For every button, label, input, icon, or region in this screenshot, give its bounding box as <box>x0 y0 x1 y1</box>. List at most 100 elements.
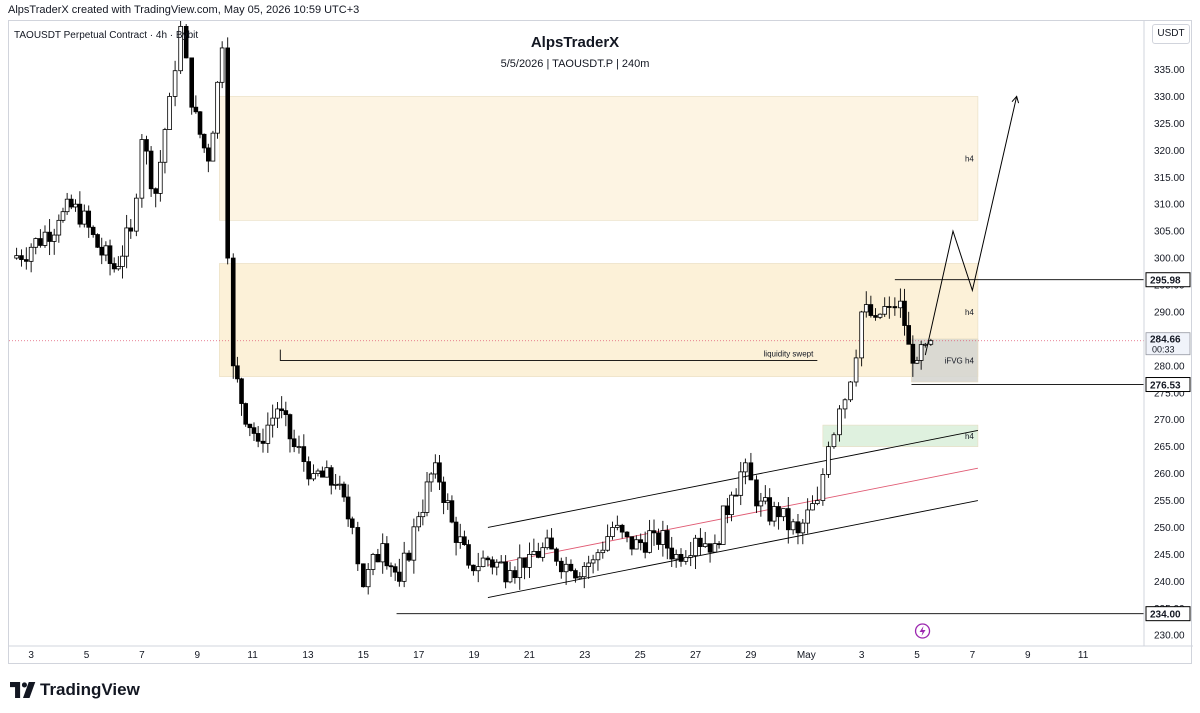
candle[interactable] <box>610 527 615 538</box>
candle[interactable] <box>558 560 564 573</box>
candle[interactable] <box>201 133 207 149</box>
candle[interactable] <box>918 344 924 361</box>
candle[interactable] <box>702 543 708 547</box>
candle[interactable] <box>605 536 610 551</box>
candle[interactable] <box>673 554 679 560</box>
candle[interactable] <box>183 25 189 59</box>
candle[interactable] <box>144 139 149 152</box>
candle[interactable] <box>629 536 635 550</box>
candle[interactable] <box>60 211 66 221</box>
candle[interactable] <box>507 570 513 583</box>
candle[interactable] <box>743 462 748 473</box>
candle[interactable] <box>748 462 754 481</box>
candle[interactable] <box>401 552 407 582</box>
candle[interactable] <box>725 505 730 516</box>
candle[interactable] <box>416 516 422 528</box>
candle[interactable] <box>647 530 652 553</box>
candle[interactable] <box>120 255 125 267</box>
candle[interactable] <box>767 497 773 522</box>
candle[interactable] <box>615 524 620 528</box>
candle[interactable] <box>215 81 220 134</box>
candle[interactable] <box>498 561 504 564</box>
candle[interactable] <box>868 304 874 316</box>
candle[interactable] <box>103 245 109 256</box>
candle[interactable] <box>517 557 523 579</box>
candle[interactable] <box>99 246 105 256</box>
candle[interactable] <box>384 543 390 567</box>
candle[interactable] <box>873 315 878 318</box>
candle[interactable] <box>235 365 240 380</box>
candle[interactable] <box>669 547 675 560</box>
candle[interactable] <box>124 227 129 257</box>
candle[interactable] <box>243 403 248 425</box>
candle[interactable] <box>445 500 451 503</box>
candle[interactable] <box>260 440 266 444</box>
candle[interactable] <box>462 536 467 546</box>
candle[interactable] <box>781 508 786 518</box>
candle[interactable] <box>527 554 532 568</box>
currency-button[interactable]: USDT <box>1152 24 1190 44</box>
candle[interactable] <box>349 518 355 528</box>
candle[interactable] <box>810 503 815 511</box>
candle[interactable] <box>877 313 883 318</box>
footer-brand[interactable]: TradingView <box>10 678 140 702</box>
candle[interactable] <box>341 483 347 498</box>
candle[interactable] <box>375 553 381 563</box>
candle[interactable] <box>638 539 644 544</box>
candle[interactable] <box>107 245 113 264</box>
candle[interactable] <box>153 188 159 194</box>
candle[interactable] <box>306 461 311 480</box>
candle[interactable] <box>193 106 199 113</box>
candle[interactable] <box>172 70 178 97</box>
candle[interactable] <box>624 531 630 538</box>
candle[interactable] <box>64 198 70 213</box>
candle[interactable] <box>853 357 859 383</box>
candle[interactable] <box>361 563 366 588</box>
candle[interactable] <box>683 556 689 562</box>
candle[interactable] <box>86 210 92 228</box>
candle[interactable] <box>531 551 537 555</box>
candle[interactable] <box>33 238 39 248</box>
candle[interactable] <box>512 570 518 579</box>
candle[interactable] <box>902 300 907 326</box>
candle[interactable] <box>311 473 316 480</box>
candle[interactable] <box>651 530 657 534</box>
candle[interactable] <box>831 434 837 448</box>
candle[interactable] <box>678 554 684 562</box>
candle[interactable] <box>428 473 434 483</box>
candle[interactable] <box>906 325 911 345</box>
candle[interactable] <box>805 509 810 524</box>
candle[interactable] <box>762 497 768 502</box>
candle[interactable] <box>586 562 591 567</box>
candle[interactable] <box>56 219 62 236</box>
candle[interactable] <box>837 408 842 436</box>
candle[interactable] <box>522 557 527 568</box>
candle[interactable] <box>535 551 541 558</box>
candle[interactable] <box>494 561 500 568</box>
candle[interactable] <box>600 549 606 554</box>
candle[interactable] <box>712 543 718 553</box>
candle[interactable] <box>633 539 639 550</box>
candle[interactable] <box>279 408 284 412</box>
candle[interactable] <box>863 304 869 313</box>
zone-box[interactable] <box>219 96 979 221</box>
candle[interactable] <box>365 569 371 588</box>
candle[interactable] <box>24 259 29 262</box>
candle[interactable] <box>158 161 163 194</box>
candle[interactable] <box>77 203 83 225</box>
candle[interactable] <box>397 571 402 582</box>
candle[interactable] <box>337 483 343 486</box>
candle[interactable] <box>116 266 121 270</box>
candle[interactable] <box>90 226 96 235</box>
candle[interactable] <box>826 446 831 475</box>
candle[interactable] <box>563 563 569 573</box>
candle[interactable] <box>590 559 596 564</box>
candle[interactable] <box>355 527 361 565</box>
candle[interactable] <box>698 537 703 547</box>
candle[interactable] <box>573 570 578 579</box>
candle[interactable] <box>287 414 293 440</box>
candle[interactable] <box>754 479 759 507</box>
candle[interactable] <box>275 408 280 419</box>
candle[interactable] <box>38 238 43 246</box>
candle[interactable] <box>162 129 168 163</box>
